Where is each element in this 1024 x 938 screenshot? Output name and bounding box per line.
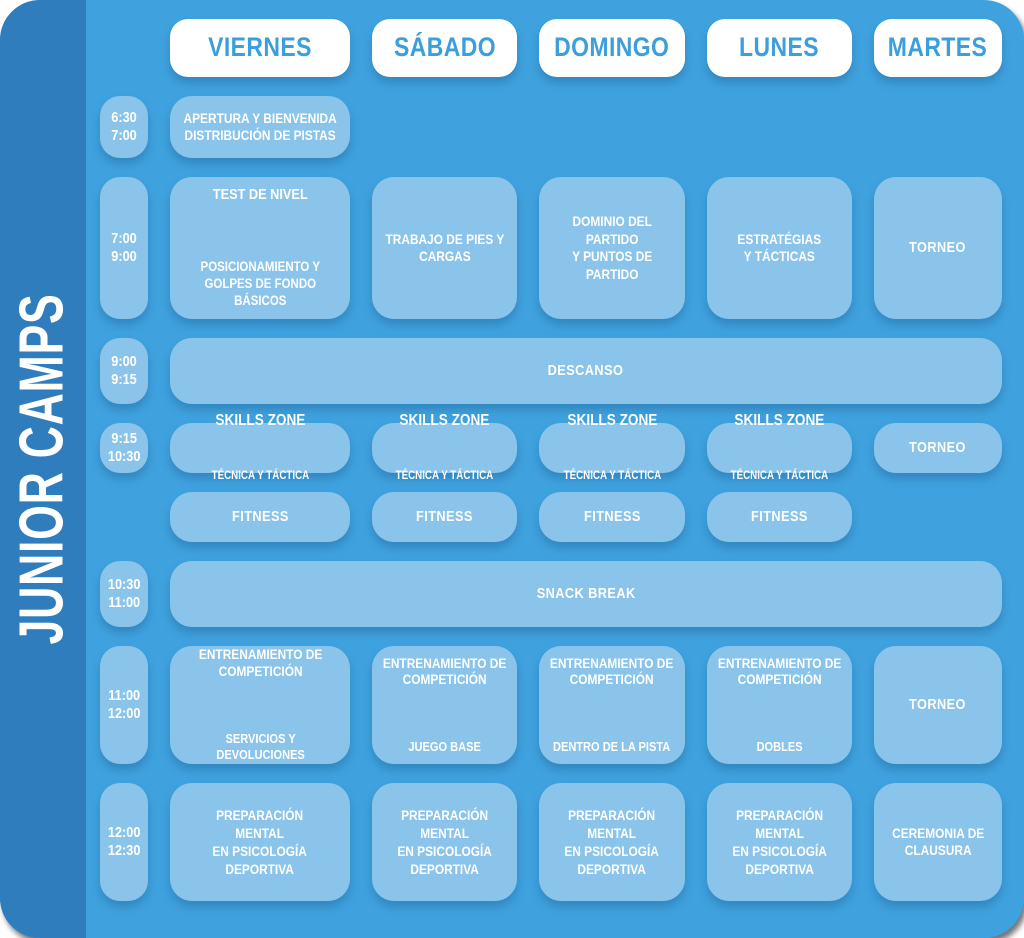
event-descanso: DESCANSO — [170, 338, 1002, 404]
event-skills-zone-sabado: SKILLS ZONE TÉCNICA Y TÁCTICA — [372, 412, 518, 482]
time-slot-0900-0915: 9:00 9:15 — [100, 338, 148, 404]
time-label: 11:00 12:00 — [107, 687, 141, 722]
time-label: 9:15 10:30 — [107, 430, 141, 465]
event-fitness-domingo: FITNESS — [539, 492, 685, 542]
time-slot-1200-1230: 12:00 12:30 — [100, 783, 148, 901]
day-header-domingo: DOMINGO — [539, 19, 685, 77]
event-subtitle: TÉCNICA Y TÁCTICA — [211, 470, 309, 483]
event-text: SNACK BREAK — [536, 584, 636, 602]
time-label: 7:00 9:00 — [111, 230, 137, 265]
event-text: DESCANSO — [548, 361, 624, 379]
event-torneo-skills: TORNEO — [873, 423, 1002, 473]
event-text: TORNEO — [909, 438, 967, 456]
event-text: FITNESS — [583, 507, 641, 525]
day-label: VIERNES — [208, 32, 312, 63]
event-title: SKILLS ZONE — [399, 412, 490, 430]
event-fitness-lunes: FITNESS — [706, 492, 852, 542]
event-skills-zone-viernes: SKILLS ZONE TÉCNICA Y TÁCTICA — [170, 412, 351, 482]
event-subtitle: TÉCNICA Y TÁCTICA — [563, 470, 661, 483]
event-preparacion-mental-domingo: PREPARACIÓN MENTAL EN PSICOLOGÍA DEPORTI… — [539, 783, 685, 901]
time-slot-0915-1030: 9:15 10:30 — [100, 423, 148, 473]
event-text: DOMINIO DEL PARTIDO Y PUNTOS DE PARTIDO — [571, 213, 653, 282]
event-text: FITNESS — [750, 507, 808, 525]
event-estrategias-tacticas: ESTRATÉGIAS Y TÁCTICAS — [706, 177, 852, 319]
camp-title-text: JUNIOR CAMPS — [8, 293, 78, 645]
event-apertura-bienvenida: APERTURA Y BIENVENIDA DISTRIBUCIÓN DE PI… — [170, 96, 351, 158]
event-text: PREPARACIÓN MENTAL EN PSICOLOGÍA DEPORTI… — [564, 806, 660, 878]
event-text: PREPARACIÓN MENTAL EN PSICOLOGÍA DEPORTI… — [212, 806, 308, 878]
event-subtitle: DENTRO DE LA PISTA — [553, 739, 671, 755]
event-subtitle: SERVICIOS Y DEVOLUCIONES — [215, 731, 305, 763]
event-text: TORNEO — [909, 695, 967, 713]
event-torneo-manana: TORNEO — [873, 177, 1002, 319]
event-title: SKILLS ZONE — [215, 412, 306, 430]
schedule-grid: VIERNES SÁBADO DOMINGO LUNES MARTES 6:30… — [100, 19, 1002, 901]
time-label: 10:30 11:00 — [107, 576, 141, 611]
event-title: ENTRENAMIENTO DE COMPETICIÓN — [550, 654, 674, 688]
event-text: FITNESS — [416, 507, 474, 525]
event-test-de-nivel: TEST DE NIVEL POSICIONAMIENTO Y GOLPES D… — [170, 177, 351, 319]
event-title: ENTRENAMIENTO DE COMPETICIÓN — [198, 646, 322, 680]
event-text: TORNEO — [909, 238, 967, 256]
event-preparacion-mental-sabado: PREPARACIÓN MENTAL EN PSICOLOGÍA DEPORTI… — [372, 783, 518, 901]
time-slot-1100-1200: 11:00 12:00 — [100, 646, 148, 764]
event-competicion-dobles: ENTRENAMIENTO DE COMPETICIÓN DOBLES — [706, 646, 852, 764]
day-label: DOMINGO — [554, 32, 670, 63]
event-ceremonia-clausura: CEREMONIA DE CLAUSURA — [873, 783, 1002, 901]
event-subtitle: TÉCNICA Y TÁCTICA — [730, 470, 829, 483]
event-preparacion-mental-viernes: PREPARACIÓN MENTAL EN PSICOLOGÍA DEPORTI… — [170, 783, 351, 901]
event-title: ENTRENAMIENTO DE COMPETICIÓN — [717, 654, 841, 688]
time-label: 6:30 7:00 — [111, 109, 137, 144]
time-label: 12:00 12:30 — [107, 824, 141, 859]
time-slot-0700-0900: 7:00 9:00 — [100, 177, 148, 319]
event-subtitle: TÉCNICA Y TÁCTICA — [396, 470, 494, 483]
event-text: APERTURA Y BIENVENIDA DISTRIBUCIÓN DE PI… — [183, 109, 337, 144]
event-competicion-juego-base: ENTRENAMIENTO DE COMPETICIÓN JUEGO BASE — [372, 646, 518, 764]
time-label: 9:00 9:15 — [111, 353, 137, 388]
event-competicion-dentro-pista: ENTRENAMIENTO DE COMPETICIÓN DENTRO DE L… — [539, 646, 685, 764]
day-label: MARTES — [888, 32, 988, 63]
event-text: FITNESS — [231, 507, 289, 525]
event-body: POSICIONAMIENTO Y GOLPES DE FONDO BÁSICO… — [200, 259, 320, 308]
day-label: LUNES — [739, 32, 820, 63]
day-header-viernes: VIERNES — [170, 19, 351, 77]
event-snack-break: SNACK BREAK — [170, 561, 1002, 627]
event-trabajo-de-pies: TRABAJO DE PIES Y CARGAS — [372, 177, 518, 319]
event-title: ENTRENAMIENTO DE COMPETICIÓN — [383, 654, 507, 688]
event-preparacion-mental-lunes: PREPARACIÓN MENTAL EN PSICOLOGÍA DEPORTI… — [706, 783, 852, 901]
camp-title: JUNIOR CAMPS — [0, 0, 86, 938]
event-text: PREPARACIÓN MENTAL EN PSICOLOGÍA DEPORTI… — [397, 806, 493, 878]
event-skills-zone-lunes: SKILLS ZONE TÉCNICA Y TÁCTICA — [706, 412, 852, 482]
sidebar — [0, 0, 86, 938]
day-header-sabado: SÁBADO — [372, 19, 518, 77]
event-dominio-del-partido: DOMINIO DEL PARTIDO Y PUNTOS DE PARTIDO — [539, 177, 685, 319]
day-header-lunes: LUNES — [706, 19, 852, 77]
event-fitness-sabado: FITNESS — [372, 492, 518, 542]
event-torneo-tarde: TORNEO — [873, 646, 1002, 764]
event-title: SKILLS ZONE — [734, 412, 825, 430]
event-text: PREPARACIÓN MENTAL EN PSICOLOGÍA DEPORTI… — [731, 806, 827, 878]
event-title: SKILLS ZONE — [567, 412, 657, 430]
event-fitness-viernes: FITNESS — [170, 492, 351, 542]
event-text: TRABAJO DE PIES Y CARGAS — [385, 230, 505, 265]
time-slot-0630-0700: 6:30 7:00 — [100, 96, 148, 158]
day-label: SÁBADO — [393, 32, 496, 63]
event-text: CEREMONIA DE CLAUSURA — [891, 824, 984, 859]
time-slot-1030-1100: 10:30 11:00 — [100, 561, 148, 627]
event-subtitle: DOBLES — [756, 739, 803, 755]
event-subtitle: JUEGO BASE — [408, 739, 482, 755]
event-title: TEST DE NIVEL — [212, 186, 308, 204]
event-text: ESTRATÉGIAS Y TÁCTICAS — [737, 230, 822, 265]
event-skills-zone-domingo: SKILLS ZONE TÉCNICA Y TÁCTICA — [539, 412, 685, 482]
day-header-martes: MARTES — [873, 19, 1002, 77]
event-competicion-servicios: ENTRENAMIENTO DE COMPETICIÓN SERVICIOS Y… — [170, 646, 351, 764]
